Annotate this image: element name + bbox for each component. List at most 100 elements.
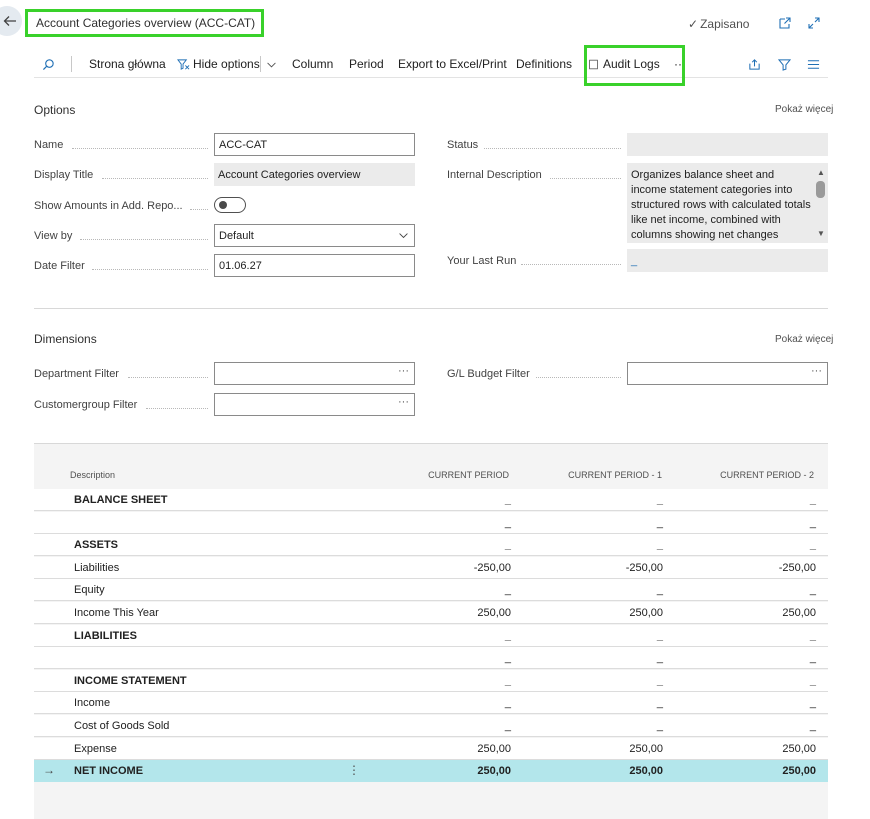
row-value-period-1[interactable]: 250,00: [629, 765, 663, 777]
row-value-period-2[interactable]: _: [809, 539, 816, 551]
options-show-more[interactable]: Pokaż więcej: [775, 104, 834, 115]
customergroup-filter-field[interactable]: ···: [214, 393, 415, 416]
row-value-period-1[interactable]: _: [656, 517, 663, 529]
row-value-period-0[interactable]: _: [504, 494, 511, 506]
budget-filter-field[interactable]: ···: [627, 362, 828, 385]
period-button[interactable]: Period: [349, 50, 384, 78]
table-row[interactable]: ASSETS _ _ _: [34, 534, 828, 556]
table-row[interactable]: Equity _ _ _: [34, 579, 828, 601]
audit-logs-button[interactable]: Audit Logs: [588, 50, 660, 78]
row-value-period-2[interactable]: _: [809, 584, 816, 596]
row-value-period-2[interactable]: _: [809, 517, 816, 529]
row-value-period-2[interactable]: _: [809, 720, 816, 732]
row-value-period-1[interactable]: _: [656, 675, 663, 687]
separator: [260, 56, 261, 72]
filter-button[interactable]: [778, 50, 791, 78]
search-button[interactable]: [42, 50, 55, 78]
row-value-period-0[interactable]: _: [504, 652, 511, 664]
column-header-current-period-1[interactable]: CURRENT PERIOD - 1: [568, 470, 662, 480]
view-by-select[interactable]: Default: [214, 224, 415, 247]
row-value-period-2[interactable]: 250,00: [782, 743, 816, 755]
table-row[interactable]: → ⋮ NET INCOME 250,00 250,00 250,00: [34, 760, 828, 782]
dimensions-show-more[interactable]: Pokaż więcej: [775, 334, 834, 345]
column-header-current-period-2[interactable]: CURRENT PERIOD - 2: [720, 470, 814, 480]
row-value-period-2[interactable]: _: [809, 697, 816, 709]
row-actions-menu-icon[interactable]: ⋮: [348, 763, 360, 777]
row-value-period-0[interactable]: _: [504, 584, 511, 596]
row-value-period-1[interactable]: _: [656, 630, 663, 642]
hide-options-dropdown[interactable]: [266, 50, 277, 78]
row-value-period-0[interactable]: _: [504, 697, 511, 709]
table-row[interactable]: Cost of Goods Sold _ _ _: [34, 715, 828, 737]
row-value-period-0[interactable]: 250,00: [477, 765, 511, 777]
table-row[interactable]: Expense 250,00 250,00 250,00: [34, 738, 828, 760]
department-filter-label: Department Filter: [34, 368, 119, 380]
scroll-down-arrow[interactable]: ▼: [817, 228, 825, 238]
table-row[interactable]: Income This Year 250,00 250,00 250,00: [34, 602, 828, 624]
name-field[interactable]: ACC-CAT: [214, 133, 415, 156]
row-value-period-0[interactable]: _: [504, 675, 511, 687]
section-divider: [34, 308, 828, 309]
table-row[interactable]: BALANCE SHEET _ _ _: [34, 489, 828, 511]
table-row[interactable]: LIABILITIES _ _ _: [34, 625, 828, 647]
date-filter-field[interactable]: 01.06.27: [214, 254, 415, 277]
dotted-leader: [102, 178, 208, 179]
expand-button[interactable]: [805, 14, 823, 32]
list-view-button[interactable]: [807, 50, 820, 78]
lookup-ellipsis-icon[interactable]: ···: [398, 396, 409, 408]
display-title-field[interactable]: Account Categories overview: [214, 163, 415, 186]
row-value-period-2[interactable]: _: [809, 494, 816, 506]
internal-description-field[interactable]: Organizes balance sheet and income state…: [627, 163, 828, 243]
table-row[interactable]: _ _ _: [34, 647, 828, 669]
definitions-button[interactable]: Definitions: [516, 50, 572, 78]
lookup-ellipsis-icon[interactable]: ···: [811, 365, 822, 377]
open-new-window-button[interactable]: [776, 14, 794, 32]
column-header-current-period[interactable]: CURRENT PERIOD: [428, 470, 509, 480]
filter-clear-icon: [177, 58, 190, 70]
row-value-period-1[interactable]: _: [656, 494, 663, 506]
search-icon: [42, 58, 54, 70]
row-value-period-2[interactable]: _: [809, 630, 816, 642]
row-value-period-1[interactable]: 250,00: [629, 743, 663, 755]
home-button[interactable]: Strona główna: [89, 50, 166, 78]
table-row[interactable]: _ _ _: [34, 512, 828, 534]
row-value-period-2[interactable]: 250,00: [782, 765, 816, 777]
table-row[interactable]: Liabilities -250,00 -250,00 -250,00: [34, 557, 828, 579]
row-value-period-0[interactable]: 250,00: [477, 607, 511, 619]
row-value-period-0[interactable]: _: [504, 539, 511, 551]
column-header-description[interactable]: Description: [70, 470, 116, 480]
row-value-period-0[interactable]: _: [504, 630, 511, 642]
row-value-period-2[interactable]: -250,00: [778, 562, 816, 574]
scroll-up-arrow[interactable]: ▲: [817, 167, 825, 177]
share-button[interactable]: [748, 50, 761, 78]
export-button[interactable]: Export to Excel/Print: [398, 50, 507, 78]
row-value-period-1[interactable]: _: [656, 697, 663, 709]
row-value-period-2[interactable]: 250,00: [782, 607, 816, 619]
table-row[interactable]: Income _ _ _: [34, 692, 828, 714]
row-value-period-1[interactable]: -250,00: [625, 562, 663, 574]
row-value-period-1[interactable]: _: [656, 720, 663, 732]
date-filter-value: 01.06.27: [219, 259, 262, 272]
row-value-period-0[interactable]: -250,00: [473, 562, 511, 574]
row-value-period-0[interactable]: _: [504, 720, 511, 732]
row-value-period-1[interactable]: _: [656, 652, 663, 664]
table-row[interactable]: INCOME STATEMENT _ _ _: [34, 670, 828, 692]
show-amounts-toggle[interactable]: [214, 197, 246, 213]
row-value-period-1[interactable]: 250,00: [629, 607, 663, 619]
row-value-period-2[interactable]: _: [809, 675, 816, 687]
row-value-period-1[interactable]: _: [656, 539, 663, 551]
row-value-period-1[interactable]: _: [656, 584, 663, 596]
lookup-ellipsis-icon[interactable]: ···: [398, 365, 409, 377]
row-value-period-0[interactable]: 250,00: [477, 743, 511, 755]
action-bar: Strona główna Hide options Column Period…: [34, 50, 828, 78]
column-button[interactable]: Column: [292, 50, 333, 78]
row-value-period-0[interactable]: _: [504, 517, 511, 529]
dimensions-section-title: Dimensions: [34, 332, 97, 346]
last-run-field[interactable]: _: [627, 249, 828, 272]
back-button[interactable]: [0, 6, 22, 36]
department-filter-field[interactable]: ···: [214, 362, 415, 385]
hide-options-button[interactable]: Hide options: [177, 50, 260, 78]
scrollbar-thumb[interactable]: [816, 181, 825, 198]
row-value-period-2[interactable]: _: [809, 652, 816, 664]
dotted-leader: [128, 377, 208, 378]
